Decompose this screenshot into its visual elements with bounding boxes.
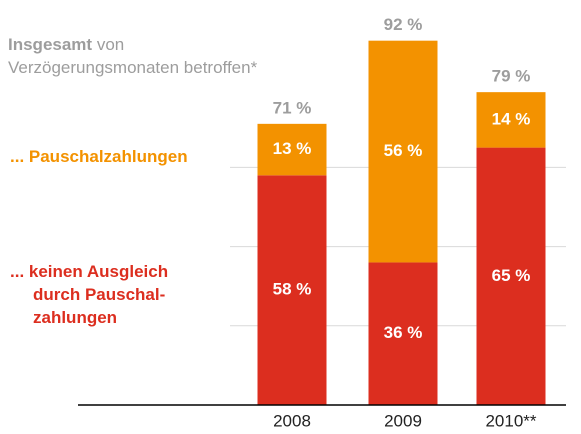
bar-segment [257, 123, 327, 176]
x-tick-label: 2008 [273, 411, 311, 430]
bar-segment [257, 175, 327, 405]
value-label: 65 % [492, 266, 531, 285]
value-label: 56 % [384, 141, 423, 160]
bar-segment [368, 40, 438, 263]
total-label: 79 % [492, 67, 531, 86]
title-bold: Insgesamt [8, 35, 93, 54]
bar-segment [476, 147, 546, 405]
value-label: 13 % [273, 139, 312, 158]
total-label: 71 % [273, 98, 312, 117]
legend-entry: ... Pauschalzahlungen [10, 147, 188, 166]
chart-title: Insgesamt von Verzögerungsmonaten betrof… [8, 33, 257, 79]
value-label: 58 % [273, 280, 312, 299]
bar-segment [368, 262, 438, 405]
bar-segment [476, 92, 546, 148]
value-label: 14 % [492, 109, 531, 128]
total-label: 92 % [384, 15, 423, 34]
legend-entry: ... keinen Ausgleich durch Pauschal- zah… [10, 262, 169, 327]
title-rest: von Verzögerungsmonaten betroffen* [8, 35, 258, 77]
x-tick-label: 2009 [384, 411, 422, 430]
x-tick-label: 2010** [485, 411, 536, 430]
value-label: 36 % [384, 323, 423, 342]
